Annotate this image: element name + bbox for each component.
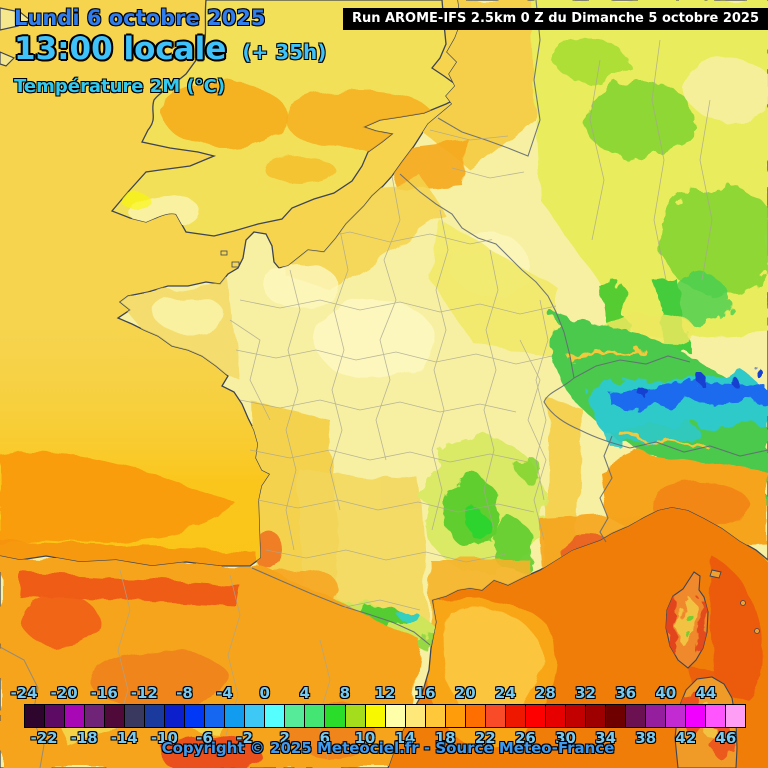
- admin-borders: [0, 39, 713, 768]
- forecast-header: Lundi 6 octobre 2025 13:00 locale (+ 35h…: [14, 6, 326, 97]
- corsica-island: [665, 571, 709, 669]
- channel-islands: [220, 250, 240, 268]
- forecast-variable: Température 2M (°C): [14, 76, 226, 97]
- forecast-date: Lundi 6 octobre 2025: [14, 6, 266, 30]
- ireland-fragment: [0, 7, 32, 67]
- country-borders: [251, 0, 768, 646]
- small-islands: [709, 569, 760, 634]
- forecast-time: 13:00 locale: [14, 31, 227, 67]
- model-run-info: Run AROME-IFS 2.5km 0 Z du Dimanche 5 oc…: [342, 8, 768, 30]
- copyright-text: Copyright © 2025 Meteociel.fr - Source M…: [161, 739, 615, 757]
- forecast-offset: (+ 35h): [242, 40, 327, 64]
